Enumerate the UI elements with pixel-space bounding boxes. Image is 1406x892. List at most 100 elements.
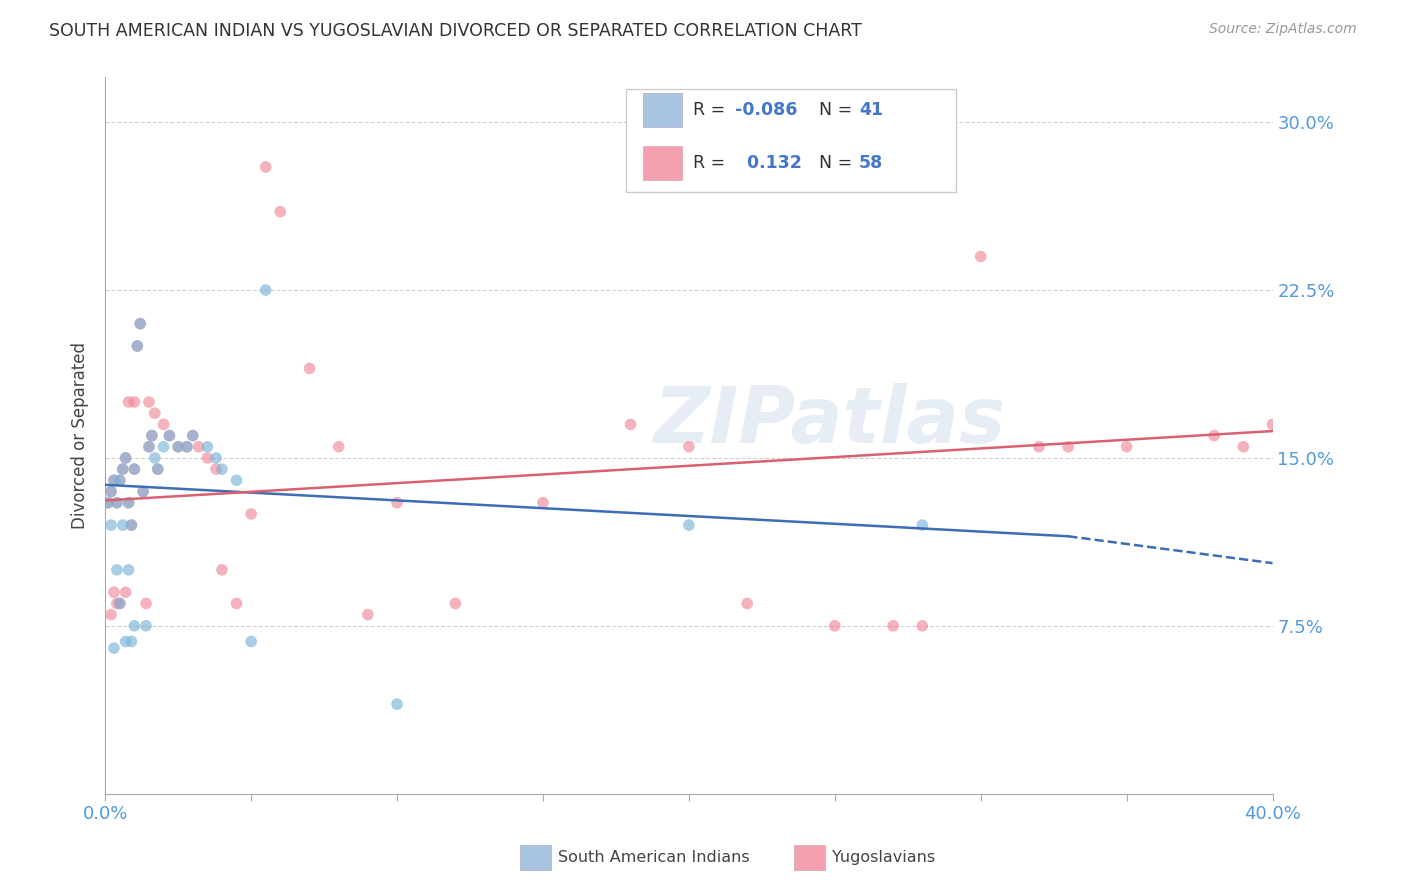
Point (135, 619, 157, 633)
Point (103, 641, 125, 656)
Point (152, 417, 174, 432)
Point (176, 440, 198, 454)
Point (678, 518, 700, 533)
Point (132, 484, 155, 499)
Text: N =: N = (808, 101, 858, 119)
Point (385, 697, 408, 711)
Text: 0.132: 0.132 (735, 154, 803, 172)
Point (152, 440, 174, 454)
Point (132, 484, 155, 499)
Point (195, 440, 218, 454)
Point (205, 450, 228, 465)
Text: Yugoslavians: Yugoslavians (832, 850, 935, 864)
Point (240, 507, 263, 521)
Point (114, 634, 136, 648)
Text: N =: N = (808, 154, 858, 172)
Point (1057, 440, 1080, 454)
Point (135, 596, 157, 610)
Point (181, 428, 204, 442)
Point (108, 473, 131, 487)
Text: R =: R = (693, 154, 731, 172)
Point (105, 496, 128, 510)
Point (254, 283, 277, 297)
Point (146, 462, 169, 476)
Point (678, 440, 700, 454)
Point (124, 462, 146, 476)
Point (117, 395, 139, 409)
Text: R =: R = (693, 101, 731, 119)
Point (105, 563, 128, 577)
Point (143, 406, 166, 420)
Point (882, 619, 904, 633)
Point (735, 596, 758, 610)
Point (970, 250, 993, 264)
Point (124, 619, 146, 633)
Point (108, 596, 131, 610)
Point (911, 518, 934, 533)
Y-axis label: Divorced or Separated: Divorced or Separated (72, 342, 89, 529)
Point (103, 473, 125, 487)
Point (105, 496, 128, 510)
Point (100, 518, 122, 533)
Point (129, 317, 152, 331)
Point (141, 428, 163, 442)
Point (1115, 440, 1137, 454)
Point (211, 462, 233, 476)
Point (1204, 428, 1226, 442)
Point (1232, 440, 1254, 454)
Point (157, 428, 180, 442)
Point (911, 619, 934, 633)
Point (117, 496, 139, 510)
Point (100, 484, 122, 499)
Point (328, 440, 350, 454)
Point (269, 204, 291, 219)
Point (100, 484, 122, 499)
Point (124, 462, 146, 476)
Point (124, 395, 146, 409)
Point (146, 462, 169, 476)
Point (1261, 417, 1284, 432)
Text: ZIPatlas: ZIPatlas (652, 384, 1005, 459)
Text: 58: 58 (859, 154, 883, 172)
Point (114, 450, 136, 465)
Point (143, 450, 166, 465)
Point (111, 462, 134, 476)
Point (187, 440, 209, 454)
Point (108, 596, 131, 610)
Text: SOUTH AMERICAN INDIAN VS YUGOSLAVIAN DIVORCED OR SEPARATED CORRELATION CHART: SOUTH AMERICAN INDIAN VS YUGOSLAVIAN DIV… (49, 22, 862, 40)
Point (111, 518, 134, 533)
Text: -0.086: -0.086 (735, 101, 797, 119)
Point (97, 496, 120, 510)
Point (97, 496, 120, 510)
Point (114, 450, 136, 465)
Point (824, 619, 846, 633)
Point (127, 339, 149, 353)
Text: South American Indians: South American Indians (558, 850, 749, 864)
Point (103, 473, 125, 487)
Text: Source: ZipAtlas.com: Source: ZipAtlas.com (1209, 22, 1357, 37)
Point (254, 160, 277, 174)
Point (114, 585, 136, 599)
Point (129, 317, 152, 331)
Point (138, 440, 160, 454)
Point (167, 440, 190, 454)
Point (225, 473, 247, 487)
Point (298, 361, 321, 376)
Point (103, 585, 125, 599)
Point (111, 462, 134, 476)
Point (444, 596, 467, 610)
Point (138, 395, 160, 409)
Point (117, 496, 139, 510)
Point (100, 607, 122, 622)
Point (121, 634, 143, 648)
Point (157, 428, 180, 442)
Point (357, 607, 380, 622)
Point (108, 473, 131, 487)
Point (531, 496, 554, 510)
Point (211, 563, 233, 577)
Point (121, 518, 143, 533)
Point (121, 518, 143, 533)
Point (195, 450, 218, 465)
Point (127, 339, 149, 353)
Point (105, 596, 128, 610)
